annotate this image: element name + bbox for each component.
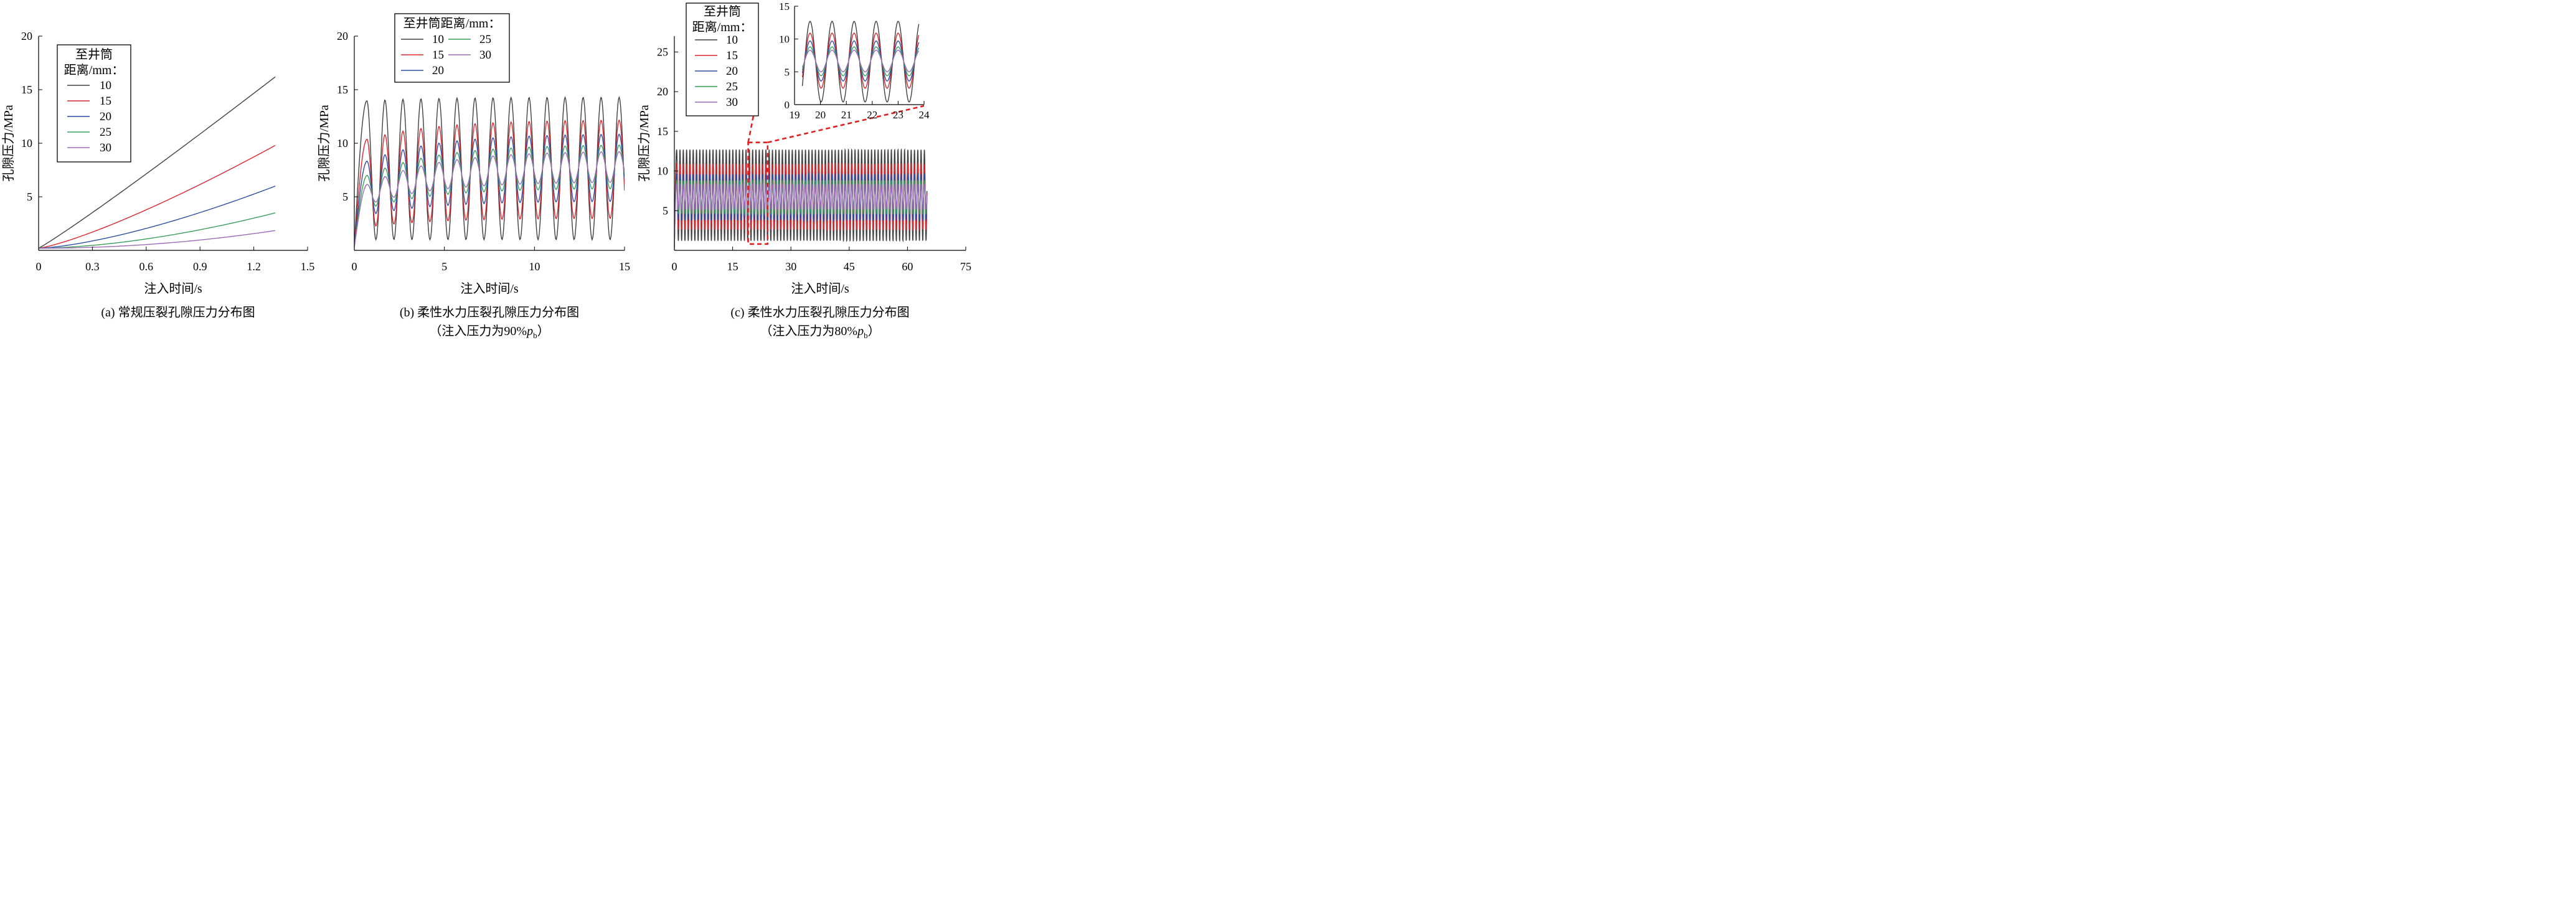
x-axis-label: 注入时间/s bbox=[460, 281, 519, 296]
series-line-c-inset-30 bbox=[801, 49, 920, 73]
zoom-connector-left bbox=[747, 115, 755, 143]
chart-canvas: 0 0.3 0.6 0.9 1.2 1.5 5 10 15 20 注入时间/s 孔隙压力/MPa (a)… bbox=[1, 1, 971, 340]
x-tick-label: 23 bbox=[893, 109, 903, 121]
panel-c: 0 15 30 45 60 75 5 10 15 20 25 注入时间/s 孔隙压力/MPa (c) 柔性… bbox=[637, 2, 971, 340]
series-line-a-30 bbox=[39, 230, 276, 249]
y-axis-label: 孔隙压力/MPa bbox=[317, 105, 331, 181]
legend-label-20: 20 bbox=[432, 64, 444, 77]
y-tick-label: 5 bbox=[342, 191, 348, 203]
y-tick-label: 0 bbox=[785, 99, 790, 111]
x-tick-label: 75 bbox=[960, 260, 971, 273]
y-tick-label: 10 bbox=[337, 137, 348, 149]
series-line-c-20 bbox=[674, 172, 928, 248]
legend-a: 至井筒距离/mm： 10 15 20 25 30 bbox=[57, 44, 131, 163]
legend-label-25: 25 bbox=[726, 80, 738, 93]
y-tick-label: 15 bbox=[779, 1, 790, 12]
x-tick-label: 0.6 bbox=[139, 260, 154, 273]
x-tick-label: 0 bbox=[36, 260, 42, 273]
series-line-c-inset-10 bbox=[801, 21, 920, 103]
legend-label-30: 30 bbox=[100, 141, 111, 154]
legend-c: 至井筒距离/mm：10 15 20 25 30 bbox=[686, 2, 759, 116]
x-tick-label: 0 bbox=[352, 260, 357, 273]
legend-label-25: 25 bbox=[100, 126, 111, 139]
legend-label-10: 10 bbox=[432, 33, 444, 46]
legend-title: 至井筒 bbox=[75, 47, 113, 62]
series-line-a-25 bbox=[39, 212, 276, 249]
y-tick-label: 20 bbox=[337, 30, 348, 42]
y-axis-label: 孔隙压力/MPa bbox=[637, 105, 651, 181]
series-line-c-25 bbox=[674, 178, 928, 248]
legend-label-30: 30 bbox=[726, 96, 738, 109]
panel-caption: (a) 常规压裂孔隙压力分布图 bbox=[101, 305, 255, 319]
series-line-c-30 bbox=[674, 182, 928, 248]
y-tick-label: 25 bbox=[657, 45, 668, 58]
x-tick-label: 0.3 bbox=[85, 260, 100, 273]
panel-caption: (b) 柔性水力压裂孔隙压力分布图 bbox=[400, 305, 579, 319]
legend-label-15: 15 bbox=[726, 49, 738, 62]
zoom-indicator bbox=[747, 105, 925, 245]
y-tick-label: 10 bbox=[657, 165, 668, 177]
y-tick-label: 15 bbox=[657, 125, 668, 138]
y-tick-label: 5 bbox=[785, 66, 790, 78]
y-tick-label: 5 bbox=[663, 204, 668, 217]
x-tick-label: 45 bbox=[844, 260, 855, 273]
panel-caption: (c) 柔性水力压裂孔隙压力分布图 bbox=[730, 305, 909, 319]
legend-box bbox=[57, 44, 131, 163]
x-tick-label: 15 bbox=[619, 260, 630, 273]
y-tick-label: 15 bbox=[21, 83, 32, 96]
zoom-highlight-box bbox=[747, 141, 769, 245]
series-line-b-30 bbox=[354, 151, 625, 247]
series-line-a-10 bbox=[39, 76, 276, 249]
y-tick-label: 10 bbox=[21, 137, 32, 149]
series-line-a-15 bbox=[39, 144, 276, 249]
x-tick-label: 0.9 bbox=[193, 260, 207, 273]
panel-caption: （注入压力为90%pb） bbox=[429, 324, 549, 340]
legend-label-20: 20 bbox=[100, 110, 111, 123]
y-tick-label: 5 bbox=[27, 191, 32, 203]
series-line-c-15 bbox=[674, 162, 928, 248]
legend-b: 至井筒距离/mm： 10 15 20 25 30 bbox=[394, 13, 510, 83]
panel-caption: （注入压力为80%pb） bbox=[760, 324, 880, 340]
y-tick-label: 10 bbox=[779, 34, 790, 45]
x-tick-label: 24 bbox=[919, 109, 930, 121]
x-tick-label: 10 bbox=[529, 260, 540, 273]
legend-title: 至井筒距离/mm： bbox=[403, 16, 501, 31]
series-line-b-10 bbox=[354, 96, 625, 247]
legend-title: 距离/mm： bbox=[692, 20, 753, 34]
y-tick-label: 20 bbox=[21, 30, 32, 42]
legend-box bbox=[686, 2, 759, 116]
legend-title: 至井筒 bbox=[704, 4, 741, 19]
legend-label-15: 15 bbox=[100, 95, 111, 108]
x-tick-label: 5 bbox=[441, 260, 447, 273]
x-axis-label: 注入时间/s bbox=[791, 281, 849, 296]
x-tick-label: 1.2 bbox=[247, 260, 261, 273]
y-axis-label: 孔隙压力/MPa bbox=[1, 105, 16, 181]
x-tick-label: 20 bbox=[815, 109, 826, 121]
x-tick-label: 22 bbox=[867, 109, 877, 121]
y-tick-label: 20 bbox=[657, 85, 668, 98]
x-tick-label: 30 bbox=[785, 260, 796, 273]
legend-label-15: 15 bbox=[432, 49, 444, 62]
x-tick-label: 19 bbox=[790, 109, 800, 121]
panel-c-inset: 19 20 21 22 23 24 0 5 10 15 bbox=[779, 1, 930, 121]
x-tick-label: 15 bbox=[727, 260, 738, 273]
series-line-a-20 bbox=[39, 186, 276, 249]
series-line-c-10 bbox=[674, 148, 928, 248]
legend-label-10: 10 bbox=[100, 79, 111, 92]
y-tick-label: 15 bbox=[337, 83, 348, 96]
x-tick-label: 1.5 bbox=[301, 260, 315, 273]
x-tick-label: 0 bbox=[672, 260, 677, 273]
legend-title: 距离/mm： bbox=[64, 63, 125, 77]
figure: 0 0.3 0.6 0.9 1.2 1.5 5 10 15 20 注入时间/s 孔隙压力/MPa (a)… bbox=[0, 0, 976, 341]
x-axis-label: 注入时间/s bbox=[144, 281, 202, 296]
legend-label-25: 25 bbox=[479, 33, 491, 46]
legend-label-20: 20 bbox=[726, 65, 738, 78]
legend-label-30: 30 bbox=[479, 49, 491, 62]
x-tick-label: 60 bbox=[902, 260, 913, 273]
legend-label-10: 10 bbox=[726, 34, 738, 47]
panel-a: 0 0.3 0.6 0.9 1.2 1.5 5 10 15 20 注入时间/s 孔隙压力/MPa (a)… bbox=[1, 30, 314, 319]
x-tick-label: 21 bbox=[841, 109, 852, 121]
panel-b: 0 5 10 15 5 10 15 20 注入时间/s 孔隙压力/MPa (b) 柔性水力压裂孔隙压… bbox=[317, 13, 630, 340]
